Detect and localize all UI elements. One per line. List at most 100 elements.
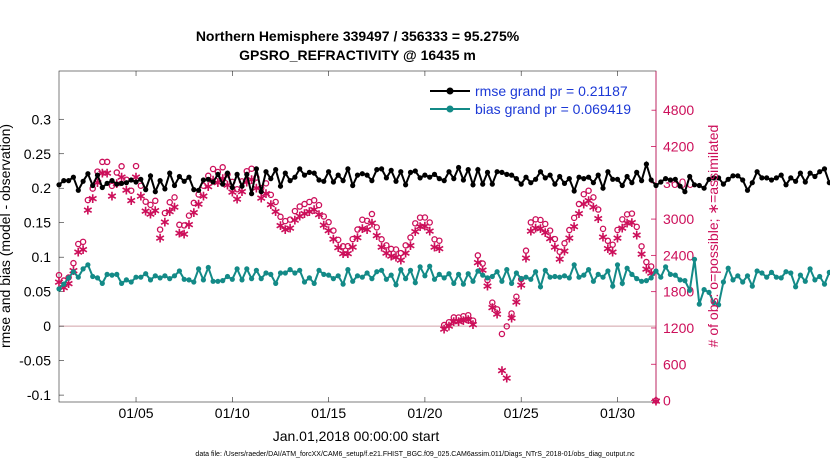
obs-possible-point: [383, 242, 390, 249]
obs-assimilated-point: ∗: [496, 362, 508, 378]
obs-assimilated-point: ∗: [101, 165, 113, 181]
obs-possible-point: [113, 169, 121, 176]
rmse-point: [783, 182, 789, 188]
obs-possible-point: [118, 163, 125, 170]
rmse-point: [663, 176, 669, 182]
obs-assimilated-point: ∗: [472, 254, 484, 270]
bias-point: [595, 271, 601, 277]
bias-point: [624, 265, 630, 271]
obs-assimilated-point: ∗: [328, 230, 340, 246]
obs-assimilated-point: ∗: [395, 252, 407, 268]
rmse-point: [277, 183, 284, 189]
rmse-point: [590, 180, 597, 186]
bias-point: [773, 274, 780, 280]
rmse-point: [75, 187, 81, 193]
rmse-point: [475, 167, 481, 173]
obs-possible-point: [161, 209, 169, 217]
obs-assimilated-point: ∗: [53, 274, 65, 290]
obs-possible-point: [474, 252, 482, 259]
obs-possible-point: [440, 321, 448, 329]
rmse-point: [682, 189, 688, 195]
obs-possible-point: [594, 206, 602, 213]
bias-point: [119, 280, 125, 286]
rmse-point: [509, 172, 515, 178]
bias-point: [326, 272, 332, 278]
rmse-point: [788, 175, 794, 181]
bias-point: [273, 280, 279, 286]
bias-point: [152, 273, 158, 279]
rmse-point: [759, 175, 765, 181]
rmse-point: [61, 178, 67, 184]
obs-assimilated-point: ∗: [236, 183, 248, 199]
bias-point: [571, 262, 577, 268]
obs-possible-point: [152, 197, 159, 205]
bias-point: [528, 276, 534, 282]
y-axis-left-label: rmse and bias (model - observation): [0, 124, 13, 348]
rmse-point: [446, 169, 452, 175]
obs-assimilated-point: ∗: [342, 245, 354, 261]
bias-point: [696, 301, 702, 307]
bias-point: [407, 267, 414, 273]
obs-assimilated-point: ∗: [467, 316, 479, 332]
obs-possible-point: [479, 260, 486, 267]
rmse-point: [595, 172, 601, 178]
y-left-tick-label: 0.2: [32, 180, 52, 196]
rmse-point: [465, 167, 471, 173]
bias-point: [263, 270, 269, 276]
rmse-point: [619, 182, 625, 189]
obs-possible-point: [614, 226, 621, 234]
obs-assimilated-point: ∗: [251, 180, 263, 196]
rmse-point: [335, 172, 341, 178]
bias-point: [229, 276, 235, 282]
obs-possible-point: [628, 210, 636, 217]
bias-point: [581, 272, 587, 278]
obs-possible-point: [546, 227, 554, 234]
obs-possible-point: [330, 227, 337, 234]
bias-point: [249, 276, 255, 282]
obs-assimilated-point: ∗: [308, 201, 320, 217]
rmse-point: [614, 176, 621, 182]
rmse-point: [773, 175, 780, 181]
obs-possible-point: [570, 214, 578, 222]
bias-point: [311, 280, 317, 286]
bias-point: [812, 277, 818, 283]
obs-assimilated-point: ∗: [409, 223, 421, 239]
rmse-point: [778, 172, 784, 178]
bias-point: [292, 270, 298, 276]
obs-possible-point: [334, 236, 342, 244]
y-right-tick-label: 4800: [663, 102, 694, 118]
legend-bias-label: bias grand pr = 0.069419: [475, 101, 631, 117]
obs-assimilated-point: ∗: [270, 203, 282, 219]
bias-point: [802, 278, 808, 284]
obs-possible-point: [551, 235, 559, 243]
obs-assimilated-point: ∗: [645, 264, 657, 280]
bias-point: [542, 267, 548, 273]
obs-assimilated-point: ∗: [477, 262, 489, 278]
obs-assimilated-point: ∗: [424, 222, 436, 238]
x-tick-label: 01/05: [119, 405, 154, 421]
obs-possible-point: [349, 235, 356, 243]
obs-assimilated-point: ∗: [159, 213, 171, 229]
obs-possible-point: [436, 237, 443, 244]
rmse-point: [350, 182, 356, 189]
rmse-point: [489, 181, 495, 187]
obs-possible-point: [412, 220, 419, 227]
rmse-point: [162, 186, 168, 192]
rmse-point: [441, 178, 447, 184]
obs-possible-point: [373, 224, 381, 231]
obs-assimilated-point: ∗: [544, 230, 556, 246]
rmse-point: [528, 180, 534, 186]
obs-possible-point: [368, 210, 376, 218]
bias-point: [258, 276, 264, 282]
rmse-point: [817, 169, 823, 175]
bias-point: [793, 284, 799, 290]
bias-point: [653, 268, 659, 274]
obs-possible-point: [527, 219, 535, 226]
bias-point: [133, 274, 139, 280]
obs-assimilated-point: ∗: [549, 238, 561, 254]
bias-point: [191, 279, 197, 285]
obs-possible-point: [493, 306, 501, 313]
rmse-point: [157, 178, 163, 184]
obs-assimilated-point: ∗: [289, 212, 301, 228]
